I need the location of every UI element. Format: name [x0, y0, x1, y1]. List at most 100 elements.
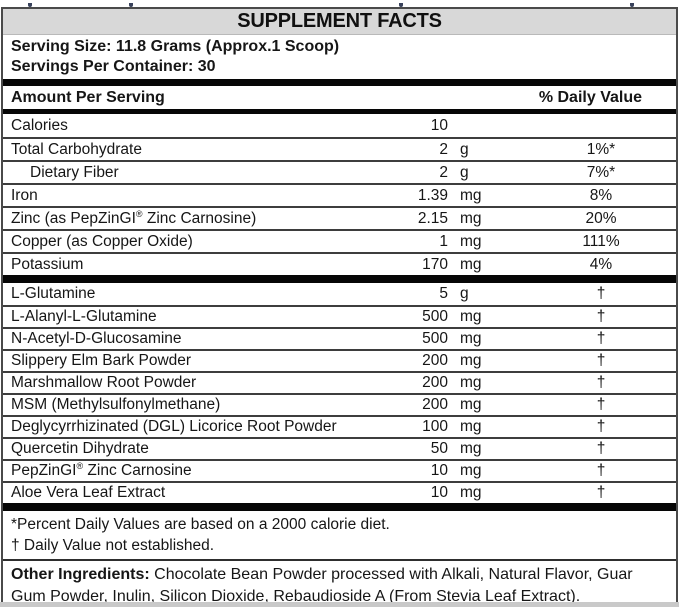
other-ingredients-text: Chocolate Bean Powder processed with Alk… — [11, 566, 633, 605]
ingredient-unit: mg — [460, 396, 482, 413]
ingredient-unit: mg — [460, 232, 482, 250]
ingredient-name: MSM (Methylsulfonylmethane) — [11, 396, 221, 413]
ingredient-amount: 200 — [422, 352, 448, 369]
servings-per-container: Servings Per Container: 30 — [11, 58, 216, 75]
table-row: Zinc (as PepZinGI® Zinc Carnosine) 2.15 … — [3, 206, 676, 229]
table-row: Dietary Fiber 2 g 7%* — [3, 160, 676, 183]
ingredient-amount: 1 — [439, 232, 448, 250]
table-row: Marshmallow Root Powder 200 mg † — [3, 371, 676, 393]
daily-value-header: % Daily Value — [538, 88, 642, 106]
table-row: Slippery Elm Bark Powder 200 mg † — [3, 349, 676, 371]
ingredient-amount: 200 — [422, 374, 448, 391]
cropped-glyph-fragment — [399, 3, 403, 7]
ingredient-unit: mg — [460, 255, 482, 273]
ingredient-amount: 100 — [422, 418, 448, 435]
bottom-edge-strip — [0, 602, 679, 607]
ingredient-amount: 10 — [430, 462, 448, 479]
ingredient-unit: mg — [460, 440, 482, 457]
ingredient-amount: 500 — [422, 308, 448, 325]
ingredient-name: Marshmallow Root Powder — [11, 374, 197, 391]
column-header-row: Amount Per Serving % Daily Value — [3, 86, 676, 109]
ingredient-unit: mg — [460, 186, 482, 204]
table-row: L-Glutamine 5 g † — [3, 283, 676, 305]
table-row: MSM (Methylsulfonylmethane) 200 mg † — [3, 393, 676, 415]
table-row: Deglycyrrhizinated (DGL) Licorice Root P… — [3, 415, 676, 437]
footnotes: *Percent Daily Values are based on a 200… — [3, 511, 676, 559]
table-row: Quercetin Dihydrate 50 mg † — [3, 437, 676, 459]
footnote-daily-values: *Percent Daily Values are based on a 200… — [11, 516, 390, 533]
ingredient-daily-value: † — [596, 462, 606, 479]
ingredient-amount: 200 — [422, 396, 448, 413]
amount-per-serving-header: Amount Per Serving — [11, 88, 165, 106]
ingredient-amount: 2 — [439, 140, 448, 158]
ingredient-name: Potassium — [11, 255, 84, 273]
ingredient-name: Copper (as Copper Oxide) — [11, 232, 193, 250]
table-row: Iron 1.39 mg 8% — [3, 183, 676, 206]
ingredient-daily-value: † — [596, 308, 606, 325]
ingredient-unit: mg — [460, 418, 482, 435]
table-row: N-Acetyl-D-Glucosamine 500 mg † — [3, 327, 676, 349]
botanical-rows: L-Glutamine 5 g † L-Alanyl-L-Glutamine 5… — [3, 283, 676, 503]
ingredient-name: Total Carbohydrate — [11, 140, 142, 158]
ingredient-amount: 5 — [439, 285, 448, 302]
ingredient-daily-value: 4% — [589, 255, 613, 273]
ingredient-daily-value: † — [596, 418, 606, 435]
other-ingredients-label: Other Ingredients: — [11, 566, 150, 583]
ingredient-name: Zinc (as PepZinGI® Zinc Carnosine) — [11, 208, 257, 227]
ingredient-daily-value: 7%* — [586, 163, 616, 181]
table-row: Copper (as Copper Oxide) 1 mg 111% — [3, 229, 676, 252]
ingredient-daily-value: † — [596, 374, 606, 391]
section-bar — [3, 275, 676, 283]
ingredient-name: Slippery Elm Bark Powder — [11, 352, 192, 369]
ingredient-name: Iron — [11, 186, 38, 204]
ingredient-daily-value: 111% — [582, 232, 620, 250]
ingredient-name: N-Acetyl-D-Glucosamine — [11, 330, 182, 347]
other-ingredients: Other Ingredients: Chocolate Bean Powder… — [3, 561, 676, 607]
ingredient-unit: g — [460, 163, 469, 181]
table-row: Potassium 170 mg 4% — [3, 252, 676, 275]
cropped-glyph-fragment — [630, 3, 634, 7]
table-row: Aloe Vera Leaf Extract 10 mg † — [3, 481, 676, 503]
ingredient-name: L-Alanyl-L-Glutamine — [11, 308, 157, 325]
ingredient-name: Quercetin Dihydrate — [11, 440, 149, 457]
ingredient-amount: 2.15 — [417, 209, 448, 227]
ingredient-name: Aloe Vera Leaf Extract — [11, 484, 166, 501]
ingredient-daily-value: † — [596, 396, 606, 413]
ingredient-unit: g — [460, 285, 469, 302]
ingredient-daily-value: 8% — [589, 186, 613, 204]
ingredient-unit: mg — [460, 484, 482, 501]
serving-info: Serving Size: 11.8 Grams (Approx.1 Scoop… — [3, 35, 676, 79]
ingredient-name: L-Glutamine — [11, 285, 96, 302]
ingredient-daily-value: † — [596, 330, 606, 347]
ingredient-amount: 10 — [430, 484, 448, 501]
ingredient-unit: mg — [460, 462, 482, 479]
ingredient-unit: g — [460, 140, 469, 158]
ingredient-name: PepZinGI® Zinc Carnosine — [11, 460, 192, 479]
footnote-dagger: † Daily Value not established. — [11, 537, 215, 554]
ingredient-unit: mg — [460, 209, 482, 227]
ingredient-daily-value: † — [596, 440, 606, 457]
ingredient-amount: 50 — [430, 440, 448, 457]
ingredient-amount: 170 — [422, 255, 448, 273]
supplement-facts-panel: SUPPLEMENT FACTS Serving Size: 11.8 Gram… — [1, 7, 678, 607]
ingredient-daily-value: † — [596, 285, 606, 302]
section-bar — [3, 109, 676, 114]
ingredient-name: Calories — [11, 116, 68, 134]
cropped-glyph-fragment — [129, 3, 133, 7]
ingredient-amount: 1.39 — [417, 186, 448, 204]
divider-line — [3, 559, 676, 561]
ingredient-unit: mg — [460, 352, 482, 369]
ingredient-name: Dietary Fiber — [30, 163, 119, 181]
table-row: L-Alanyl-L-Glutamine 500 mg † — [3, 305, 676, 327]
ingredient-name: Deglycyrrhizinated (DGL) Licorice Root P… — [11, 418, 337, 435]
ingredient-amount: 2 — [439, 163, 448, 181]
ingredient-unit: mg — [460, 330, 482, 347]
ingredient-daily-value: † — [596, 352, 606, 369]
cropped-text-remnant — [0, 0, 679, 7]
ingredient-daily-value: 20% — [585, 209, 617, 227]
panel-title: SUPPLEMENT FACTS — [237, 10, 442, 32]
section-bar — [3, 503, 676, 511]
ingredient-amount: 10 — [430, 116, 448, 134]
table-row: Total Carbohydrate 2 g 1%* — [3, 137, 676, 160]
ingredient-unit: mg — [460, 308, 482, 325]
